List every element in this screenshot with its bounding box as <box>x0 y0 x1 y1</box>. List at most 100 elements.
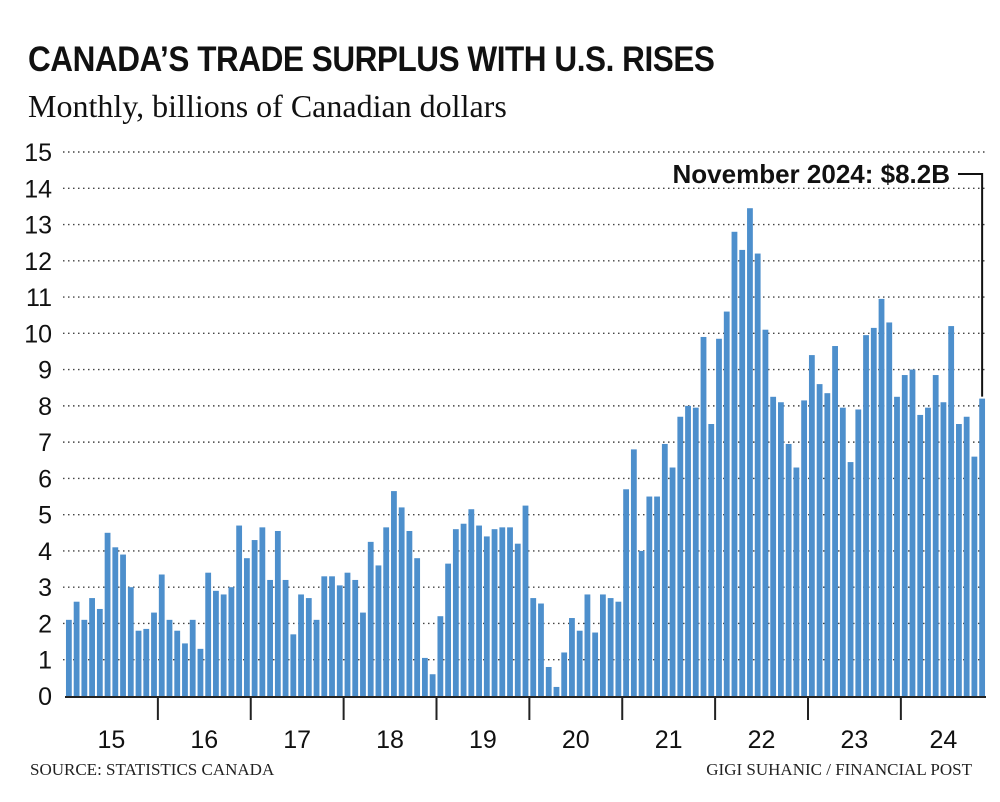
y-tick-label: 13 <box>24 212 52 240</box>
bar <box>375 565 382 696</box>
bar <box>909 369 916 696</box>
bar <box>228 587 235 696</box>
bar <box>677 416 684 696</box>
credit-note: GIGI SUHANIC / FINANCIAL POST <box>706 760 972 779</box>
bar <box>135 630 142 696</box>
x-tick-label: 24 <box>930 726 958 754</box>
y-tick-label: 11 <box>26 284 52 312</box>
bar <box>561 652 568 696</box>
bar <box>414 558 421 696</box>
bar <box>460 523 467 696</box>
bar <box>607 598 614 696</box>
bar <box>267 579 273 696</box>
bar <box>839 407 846 696</box>
bar <box>158 574 165 696</box>
chart-subtitle: Monthly, billions of Canadian dollars <box>28 88 507 124</box>
bar <box>73 601 80 696</box>
y-tick-label: 14 <box>24 175 52 203</box>
bar <box>483 536 490 696</box>
bar <box>932 375 939 696</box>
bar <box>646 496 653 696</box>
bar <box>553 686 560 696</box>
bar <box>336 585 343 696</box>
bar <box>878 298 885 696</box>
bar <box>468 509 475 696</box>
bar <box>251 540 258 696</box>
bar <box>352 579 359 696</box>
bar <box>886 322 893 696</box>
y-tick-label: 9 <box>38 357 52 385</box>
y-tick-label: 8 <box>38 393 52 421</box>
bar <box>398 507 405 696</box>
bar <box>762 329 769 696</box>
bar <box>847 462 854 696</box>
bar <box>522 505 529 696</box>
bar <box>383 527 390 696</box>
bar <box>855 409 862 696</box>
bar <box>182 643 188 696</box>
y-tick-label: 1 <box>38 647 52 675</box>
x-tick-label: 17 <box>283 726 311 754</box>
bars <box>65 208 986 697</box>
bar <box>360 612 366 696</box>
bar <box>104 532 111 696</box>
bar <box>808 355 815 696</box>
x-tick-label: 22 <box>748 726 776 754</box>
bar <box>638 550 645 696</box>
y-tick-label: 4 <box>38 538 52 566</box>
bar <box>770 396 777 696</box>
x-tick-label: 18 <box>376 726 404 754</box>
bar <box>236 525 243 696</box>
bar <box>429 674 436 696</box>
bar <box>143 628 150 696</box>
y-tick-label: 3 <box>38 574 52 602</box>
bar <box>406 530 413 696</box>
x-tick-label: 23 <box>841 726 869 754</box>
bar <box>925 407 931 696</box>
bar <box>716 338 722 696</box>
bar <box>213 590 219 696</box>
annotation: November 2024: $8.2B <box>673 159 984 397</box>
bar <box>530 598 537 696</box>
bar <box>979 398 986 696</box>
y-tick-label: 7 <box>38 429 52 457</box>
bar <box>290 634 297 696</box>
bar <box>917 414 924 696</box>
bar <box>870 327 877 696</box>
bar <box>901 375 908 696</box>
bar <box>298 594 304 696</box>
bar <box>793 467 800 696</box>
bar <box>669 467 676 696</box>
bar <box>894 396 900 696</box>
bar <box>654 496 660 696</box>
bar <box>630 449 637 696</box>
bar <box>661 443 668 696</box>
bar <box>824 393 831 696</box>
bar <box>437 616 444 696</box>
bar <box>584 594 591 696</box>
y-tick-label: 15 <box>24 139 52 167</box>
y-tick-label: 0 <box>38 683 52 711</box>
bar <box>174 630 181 696</box>
bar <box>259 527 266 696</box>
y-tick-label: 12 <box>24 248 52 276</box>
bar <box>491 529 498 696</box>
bar <box>452 529 459 696</box>
bar <box>754 253 761 696</box>
bar <box>421 657 428 696</box>
bar <box>476 525 482 696</box>
bar <box>329 576 335 696</box>
bar <box>692 407 699 696</box>
bar <box>445 563 452 696</box>
bar <box>274 530 281 696</box>
bar <box>723 311 730 696</box>
source-note: SOURCE: STATISTICS CANADA <box>30 760 275 779</box>
bar <box>65 619 72 696</box>
bar <box>205 572 212 696</box>
bar <box>816 384 823 696</box>
bar <box>499 527 506 696</box>
bar <box>151 612 157 696</box>
bar <box>96 608 103 696</box>
bar <box>127 587 134 696</box>
